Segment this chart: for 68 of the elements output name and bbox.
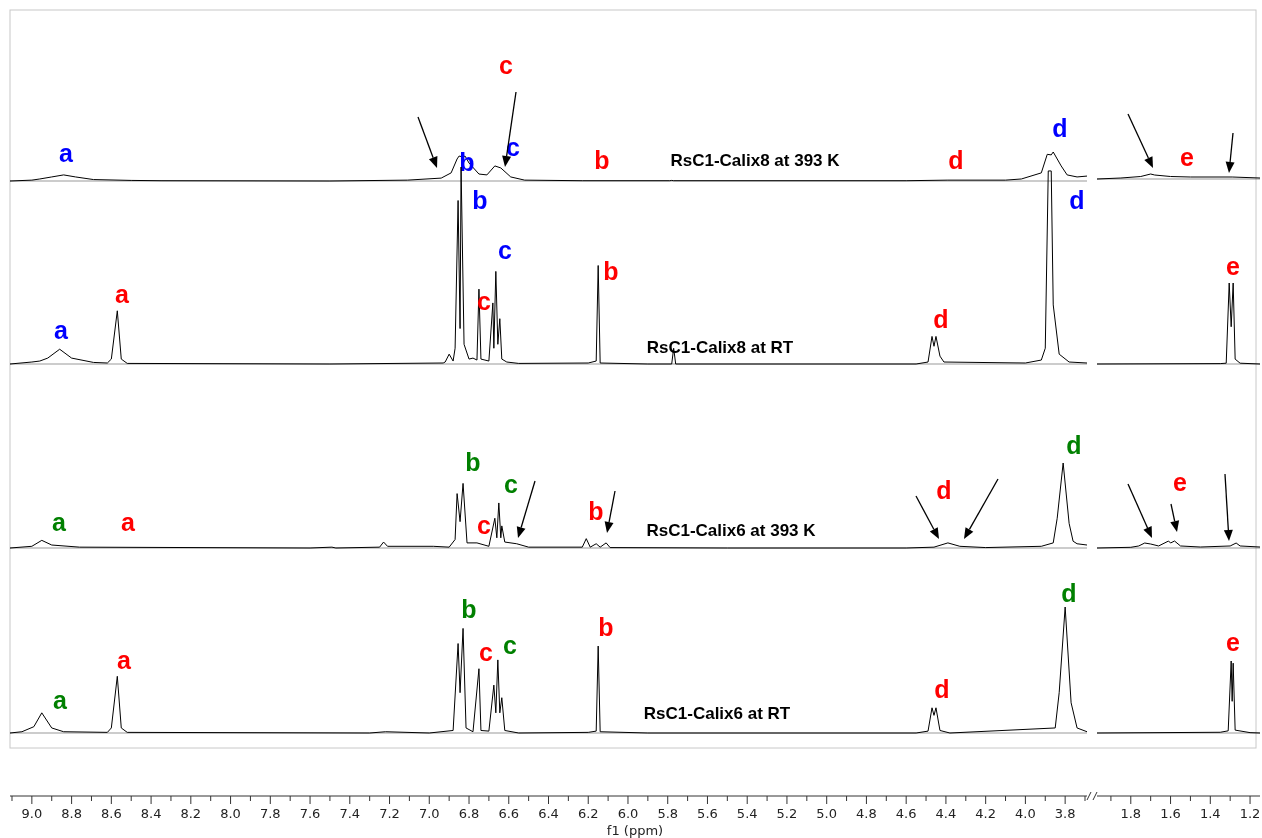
annotation: c bbox=[479, 638, 494, 666]
x-tick-label: 3.8 bbox=[1054, 806, 1076, 821]
annotation: b bbox=[598, 613, 614, 641]
annotation: b bbox=[588, 497, 604, 525]
x-tick-label: 6.6 bbox=[498, 806, 520, 821]
annotation: a bbox=[59, 139, 75, 167]
x-tick-label: 8.0 bbox=[220, 806, 241, 821]
x-tick-label: 6.8 bbox=[458, 806, 480, 821]
series-label: RsC1-Calix6 at RT bbox=[643, 704, 791, 723]
x-tick-label: 5.0 bbox=[816, 806, 838, 821]
text: e bbox=[1180, 143, 1195, 171]
legend-label: RsC1-Calix6 at 393 K bbox=[646, 521, 817, 540]
x-tick-label: 4.6 bbox=[895, 806, 917, 821]
x-tick-label: 1.8 bbox=[1120, 806, 1142, 821]
annotation: a bbox=[117, 646, 133, 674]
annotation: c bbox=[504, 470, 519, 498]
annotation: d bbox=[1069, 186, 1085, 214]
annotation: c bbox=[498, 236, 513, 264]
annotation: b bbox=[465, 448, 481, 476]
x-tick-label: 7.0 bbox=[418, 806, 440, 821]
x-tick-label: 6.2 bbox=[577, 806, 599, 821]
x-tick-label: 9.0 bbox=[21, 806, 43, 821]
annotation: c bbox=[503, 631, 518, 659]
x-tick-label: 6.0 bbox=[617, 806, 639, 821]
x-tick-label: 6.4 bbox=[538, 806, 559, 821]
x-tick-label: 5.2 bbox=[776, 806, 798, 821]
series-label: RsC1-Calix8 at 393 K bbox=[670, 151, 841, 170]
x-tick-label: 1.4 bbox=[1199, 806, 1221, 821]
x-tick-label: 4.4 bbox=[935, 806, 957, 821]
annotation: d bbox=[936, 476, 952, 504]
annotation: a bbox=[115, 280, 131, 308]
annotation: c bbox=[477, 511, 492, 539]
x-tick-label: 7.4 bbox=[339, 806, 361, 821]
text: e bbox=[1173, 468, 1188, 496]
annotation: b bbox=[594, 146, 610, 174]
x-tick-label: 8.8 bbox=[61, 806, 82, 821]
x-tick-label: 7.6 bbox=[299, 806, 321, 821]
annotation: d bbox=[948, 146, 964, 174]
x-tick-label: 4.8 bbox=[856, 806, 877, 821]
annotation: d bbox=[933, 305, 949, 333]
text: e bbox=[1226, 252, 1241, 280]
text: d bbox=[1052, 114, 1068, 142]
annotation: b bbox=[472, 186, 488, 214]
series-label: RsC1-Calix8 at RT bbox=[646, 338, 794, 357]
annotation: d bbox=[1061, 579, 1077, 607]
text: c bbox=[499, 51, 514, 79]
x-tick-label: 5.6 bbox=[697, 806, 718, 821]
x-tick-label: 5.8 bbox=[657, 806, 679, 821]
x-axis-title: f1 (ppm) bbox=[606, 823, 664, 838]
annotation: a bbox=[121, 508, 137, 536]
text: d bbox=[1066, 431, 1082, 459]
x-tick-label: 4.0 bbox=[1015, 806, 1036, 821]
x-tick-label: 1.6 bbox=[1160, 806, 1181, 821]
annotation: b bbox=[461, 595, 477, 623]
text: e bbox=[1226, 628, 1241, 656]
annotation: a bbox=[52, 508, 68, 536]
x-tick-label: 7.8 bbox=[259, 806, 281, 821]
x-tick-label: 8.4 bbox=[140, 806, 162, 821]
x-tick-label: 7.2 bbox=[379, 806, 400, 821]
annotation: d bbox=[934, 675, 950, 703]
x-tick-label: 5.4 bbox=[736, 806, 758, 821]
x-tick-label: 8.2 bbox=[180, 806, 202, 821]
x-tick-label: 8.6 bbox=[101, 806, 122, 821]
x-tick-label: 4.2 bbox=[975, 806, 996, 821]
annotation: a bbox=[53, 686, 69, 714]
x-tick-label: 1.2 bbox=[1239, 806, 1261, 821]
annotation: b bbox=[603, 257, 619, 285]
annotation: a bbox=[54, 316, 70, 344]
